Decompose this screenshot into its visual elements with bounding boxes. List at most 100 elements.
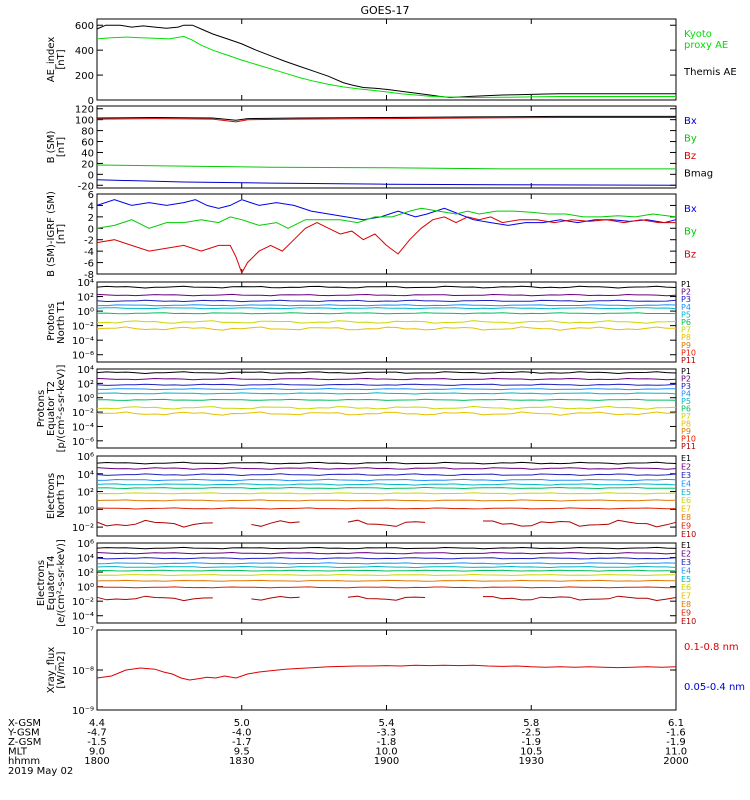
axis-row-label: Y-GSM [7,728,40,739]
series-line-e6 [96,486,677,490]
y-tick-label: 10⁻² [72,408,94,419]
y-tick-label: -20 [78,181,94,192]
y-axis-label: [nT] [56,137,67,157]
series-line-e10 [96,595,213,602]
axis-row-value: 10.5 [520,747,542,758]
series-line-p1 [96,285,677,289]
axis-row-value: -1.9 [666,737,686,748]
y-tick-label: 60 [81,138,94,149]
series-line-e10 [347,519,426,527]
y-tick-label: 40 [81,148,94,159]
axis-row-value: -1.6 [666,728,686,739]
series-line-p4 [97,387,677,391]
panel-pnorth: 10⁻⁶ 10⁻⁴ 10⁻² 10⁰ 10² 10⁴ Protons North T1 P1P2… [46,278,696,365]
y-tick-label: -8 [84,270,94,281]
y-tick-label: 10² [77,293,94,304]
series-line-e7 [96,573,677,576]
legend-label: E10 [681,530,696,539]
y-tick-label: -6 [84,259,94,270]
y-axis-label: AE_index [46,37,57,83]
legend-label: P2 [681,375,691,384]
series-line-e4 [96,478,677,482]
legend-label: P1 [681,367,691,376]
series-line-by [96,164,676,170]
y-axis-label: North T3 [56,474,67,518]
legend-label: E5 [681,575,691,584]
y-tick-label: 10² [77,488,94,499]
series-line-e6 [96,569,677,572]
y-tick-label: 10⁻⁴ [72,612,94,623]
axis-row-label: MLT [8,747,28,758]
legend-label: P10 [681,435,696,444]
series-line-bz [96,117,676,123]
y-tick-label: 10⁰ [77,505,94,516]
legend-label: Kyoto [684,29,712,40]
legend-label: E9 [681,522,691,531]
series-line-bx [96,179,677,186]
y-tick-label: 10⁻⁴ [72,422,94,433]
legend-label: By [684,227,697,238]
series-line-e7 [96,492,677,495]
series-line-p2 [96,293,677,297]
axis-row-value: 5.0 [234,718,250,729]
y-tick-label: 10⁶ [77,452,94,463]
axis-row-label: X-GSM [8,718,41,729]
axis-row-value: -1.7 [232,737,252,748]
series-line-p8 [96,411,677,416]
axis-row-value: -1.9 [521,737,541,748]
y-tick-label: 10⁰ [77,394,94,405]
legend-label: E1 [681,454,691,463]
legend-label: By [684,134,697,145]
y-axis-label: Equator T4 [46,556,57,611]
axis-row-value: 5.4 [379,718,395,729]
y-axis-label: Electrons [46,473,57,519]
series-line-e8 [96,499,677,502]
date-label: 2019 May 02 [8,766,73,777]
series-line-e2 [96,551,677,555]
axis-row-value: 10.0 [375,747,397,758]
legend-label: Bx [684,116,697,127]
legend-label: P9 [681,341,691,350]
y-tick-label: 600 [75,21,94,32]
y-axis-label: B (SM)-IGRF (SM) [46,191,57,277]
y-axis-label: North T1 [56,300,67,344]
legend-label: P11 [681,356,696,365]
axis-row-value: 9.5 [234,747,250,758]
y-tick-label: 10⁻² [72,597,94,608]
axis-row-value: -1.5 [87,737,107,748]
legend-label: P9 [681,427,691,436]
y-tick-label: 10⁻⁴ [72,336,94,347]
axis-row-value: 1900 [374,756,399,767]
series-line-bmag [96,115,676,121]
legend-label: E2 [681,549,691,558]
legend-label: E7 [681,505,691,514]
legend-label: E4 [681,566,691,575]
series-line-p2 [96,377,677,381]
legend-label: E7 [681,592,691,601]
legend-label: E9 [681,609,691,618]
y-tick-label: 10⁻⁶ [72,351,94,362]
legend-label: P5 [681,397,691,406]
series-line-by [96,207,677,229]
panel-pequator: 10⁻⁶ 10⁻⁴ 10⁻² 10⁰ 10² 10⁴ Protons Equator T2 [p… [36,365,696,453]
legend-label: E2 [681,462,691,471]
legend-label: P2 [681,288,691,297]
y-axis-label: Equator T2 [46,381,57,436]
legend-label: E1 [681,541,691,550]
legend-label: E10 [681,617,696,626]
axis-row-value: 1930 [519,756,544,767]
series-line-p5 [96,307,677,310]
y-tick-label: 10⁻² [72,523,94,534]
legend-label: P3 [681,295,691,304]
series-line-e1 [96,546,677,550]
figure-title: GOES-17 [360,4,409,17]
y-tick-label: 20 [81,159,94,170]
y-tick-label: 0 [88,224,94,235]
legend-label: P8 [681,420,691,429]
panel-frame [96,629,677,711]
series-line-e10 [96,519,213,528]
y-axis-label: Electrons [36,560,47,606]
